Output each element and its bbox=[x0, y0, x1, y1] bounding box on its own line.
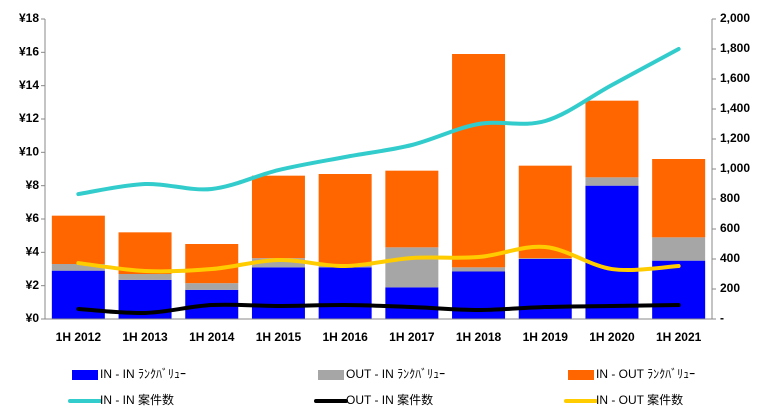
y-tick-label: ¥6 bbox=[26, 211, 40, 225]
y2-tick-label: 1,800 bbox=[720, 41, 750, 55]
legend-swatch bbox=[318, 370, 344, 380]
y2-tick-label: - bbox=[720, 311, 724, 325]
line bbox=[76, 244, 681, 274]
y-tick-label: ¥8 bbox=[26, 178, 40, 192]
y-tick-label: ¥4 bbox=[26, 245, 40, 259]
bar bbox=[118, 274, 172, 280]
bar bbox=[585, 177, 639, 186]
y2-tick-label: 2,000 bbox=[720, 11, 750, 25]
y-tick-label: ¥12 bbox=[19, 111, 39, 125]
bar bbox=[518, 258, 572, 259]
y2-tick-label: 200 bbox=[720, 281, 740, 295]
bar bbox=[251, 258, 305, 268]
bar bbox=[318, 267, 372, 319]
legend-label: IN - IN ﾗﾝｸﾊﾞﾘｭｰ bbox=[100, 367, 186, 381]
y2-tick-label: 1,400 bbox=[720, 101, 750, 115]
bar bbox=[251, 267, 305, 319]
legend-swatch bbox=[72, 370, 98, 380]
x-tick-label: 1H 2019 bbox=[523, 330, 569, 344]
line bbox=[76, 302, 681, 316]
y2-tick-label: 800 bbox=[720, 191, 740, 205]
legend-label: IN - IN 案件数 bbox=[100, 392, 174, 407]
bar bbox=[118, 232, 172, 274]
bar bbox=[585, 100, 639, 178]
x-tick-label: 1H 2017 bbox=[389, 330, 435, 344]
bar bbox=[251, 175, 305, 259]
bar bbox=[385, 170, 439, 248]
legend-label: IN - OUT ﾗﾝｸﾊﾞﾘｭｰ bbox=[596, 367, 695, 381]
x-tick-label: 1H 2014 bbox=[189, 330, 235, 344]
y2-tick-label: 400 bbox=[720, 251, 740, 265]
bar bbox=[652, 260, 706, 319]
x-tick-label: 1H 2021 bbox=[656, 330, 702, 344]
bar bbox=[185, 244, 239, 284]
bar bbox=[385, 247, 439, 288]
y2-tick-label: 600 bbox=[720, 221, 740, 235]
bar bbox=[51, 264, 105, 271]
bar bbox=[518, 165, 572, 259]
x-tick-label: 1H 2018 bbox=[456, 330, 502, 344]
bar bbox=[452, 54, 506, 268]
y-tick-label: ¥16 bbox=[19, 45, 39, 59]
bar bbox=[51, 215, 105, 264]
x-tick-label: 1H 2020 bbox=[589, 330, 635, 344]
line bbox=[76, 47, 681, 197]
bar bbox=[185, 283, 239, 290]
x-tick-label: 1H 2012 bbox=[56, 330, 102, 344]
y-tick-label: ¥2 bbox=[26, 278, 40, 292]
legend-swatch bbox=[568, 370, 594, 380]
y2-tick-label: 1,000 bbox=[720, 161, 750, 175]
y-tick-label: ¥18 bbox=[19, 11, 39, 25]
bar bbox=[652, 237, 706, 261]
legend-label: OUT - IN 案件数 bbox=[346, 392, 433, 407]
legend-label: IN - OUT 案件数 bbox=[596, 392, 683, 407]
x-tick-label: 1H 2015 bbox=[256, 330, 302, 344]
bar bbox=[318, 174, 372, 266]
y-tick-label: ¥10 bbox=[19, 145, 39, 159]
y-tick-label: ¥14 bbox=[19, 78, 39, 92]
y2-tick-label: 1,600 bbox=[720, 71, 750, 85]
x-tick-label: 1H 2016 bbox=[322, 330, 368, 344]
bar bbox=[652, 159, 706, 238]
y-tick-label: ¥0 bbox=[26, 311, 40, 325]
bar bbox=[518, 259, 572, 319]
legend-label: OUT - IN ﾗﾝｸﾊﾞﾘｭｰ bbox=[346, 367, 445, 381]
bar bbox=[585, 185, 639, 319]
x-tick-label: 1H 2013 bbox=[122, 330, 168, 344]
y2-tick-label: 1,200 bbox=[720, 131, 750, 145]
bar bbox=[385, 287, 439, 319]
bar bbox=[452, 267, 506, 272]
